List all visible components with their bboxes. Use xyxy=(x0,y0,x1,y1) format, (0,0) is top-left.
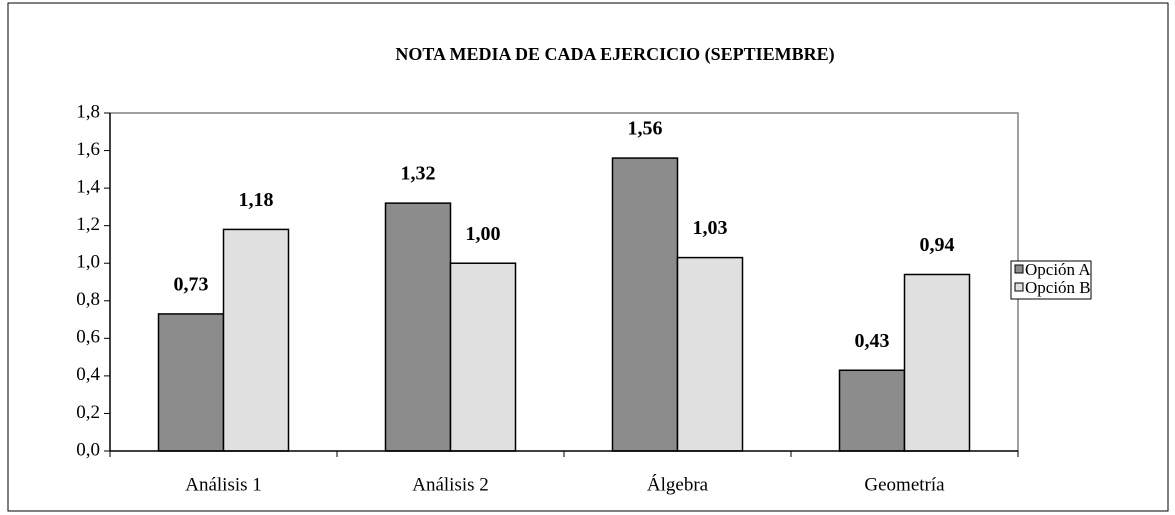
x-tick-label: Análisis 2 xyxy=(412,474,489,495)
value-label: 0,73 xyxy=(174,274,209,296)
y-tick-label: 0,8 xyxy=(76,289,100,310)
value-label: 0,43 xyxy=(855,330,890,352)
plot-frame xyxy=(110,112,1019,451)
y-tick-label: 1,2 xyxy=(76,214,100,235)
y-tick-label: 0,0 xyxy=(76,439,100,460)
legend-label: Opción A xyxy=(1025,260,1091,279)
y-tick-label: 0,6 xyxy=(76,327,100,348)
y-tick-label: 1,4 xyxy=(76,176,100,197)
value-label: 1,03 xyxy=(693,217,728,239)
x-tick-label: Análisis 1 xyxy=(185,474,262,495)
value-label: 1,56 xyxy=(628,118,663,140)
bar xyxy=(222,228,290,452)
legend-box xyxy=(1010,260,1092,300)
bar xyxy=(611,157,679,452)
bar xyxy=(384,202,452,452)
y-tick-label: 0,2 xyxy=(76,402,100,423)
y-tick-label: 0,4 xyxy=(76,364,100,385)
bar xyxy=(903,273,971,452)
chart-title: NOTA MEDIA DE CADA EJERCICIO (SEPTIEMBRE… xyxy=(395,44,834,65)
x-tick-label: Geometría xyxy=(864,474,945,495)
x-tick-label: Álgebra xyxy=(647,473,709,495)
bar xyxy=(838,369,906,452)
bar xyxy=(449,262,517,452)
legend-swatch xyxy=(1014,264,1024,274)
legend-swatch xyxy=(1014,282,1024,292)
value-label: 1,32 xyxy=(401,163,436,185)
value-label: 1,00 xyxy=(466,223,501,245)
legend-label: Opción B xyxy=(1025,278,1091,297)
y-tick-label: 1,8 xyxy=(76,101,100,122)
bar xyxy=(676,256,744,452)
y-tick-label: 1,0 xyxy=(76,252,100,273)
value-label: 1,18 xyxy=(239,189,274,211)
value-label: 0,94 xyxy=(920,234,955,256)
y-tick-label: 1,6 xyxy=(76,139,100,160)
bar xyxy=(157,313,225,452)
